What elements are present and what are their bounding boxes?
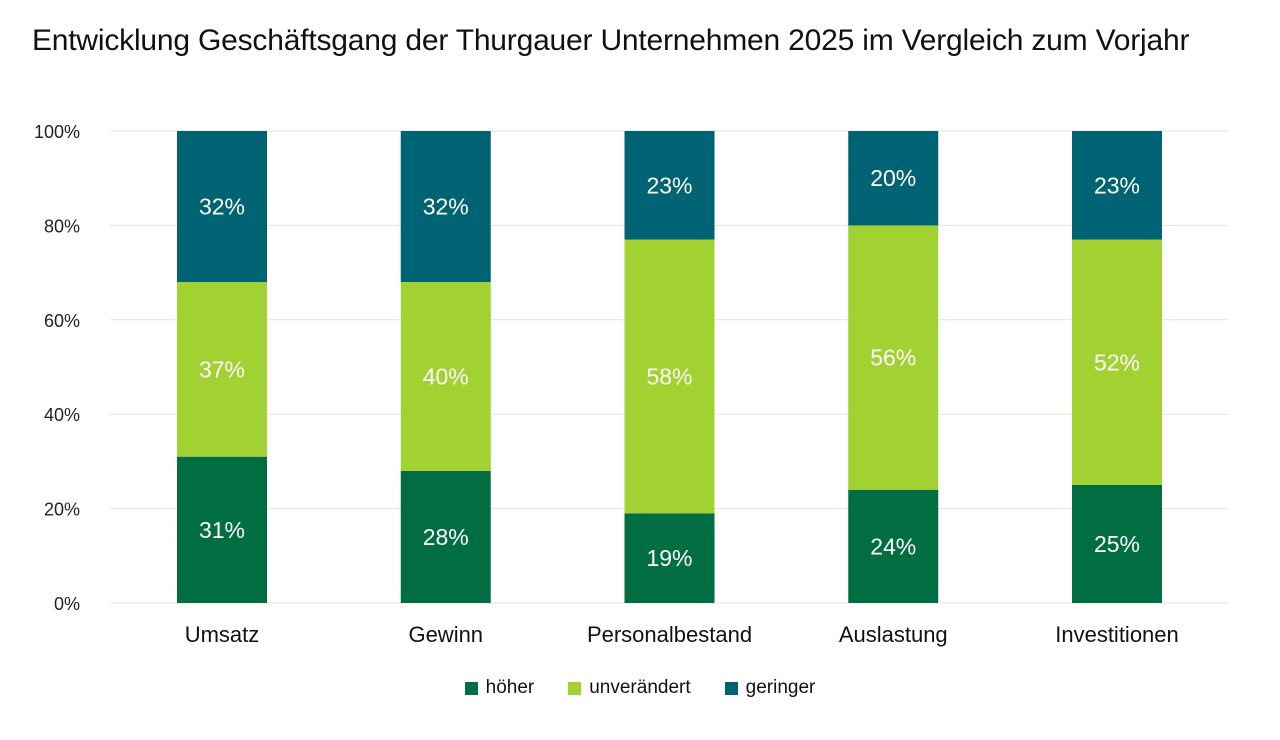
data-label: 32% (199, 194, 245, 220)
legend-label: unverändert (589, 677, 691, 698)
y-axis-ticks: 0% 20% 40% 60% 80% 100% (34, 122, 80, 614)
bar-segment (177, 131, 267, 283)
data-label: 32% (423, 194, 469, 220)
legend: höher unverändert geringer (0, 677, 1280, 699)
y-tick-label: 0% (54, 594, 80, 614)
legend-label: höher (485, 677, 535, 698)
legend-swatch (464, 681, 478, 695)
y-tick-label: 20% (44, 500, 80, 520)
legend-swatch (568, 681, 582, 695)
x-tick-label: Gewinn (408, 622, 483, 647)
bar-segment (1072, 239, 1162, 485)
bar-segment (1072, 485, 1162, 603)
data-label: 37% (199, 356, 245, 382)
bar-segment (400, 131, 491, 283)
bar-segment (624, 131, 715, 240)
bar-segment (400, 470, 491, 603)
data-label: 19% (646, 545, 692, 571)
bar-segment (177, 456, 267, 603)
legend-item: höher (464, 677, 535, 699)
data-label: 20% (870, 165, 916, 191)
bars (177, 131, 1162, 603)
data-label: 28% (423, 524, 469, 550)
bar-segment (177, 282, 267, 457)
y-tick-label: 60% (44, 311, 80, 331)
chart-title: Entwicklung Geschäftsgang der Thurgauer … (32, 24, 1190, 57)
bar-segment (400, 282, 491, 471)
x-tick-label: Personalbestand (587, 622, 752, 647)
data-label: 23% (646, 172, 692, 198)
data-labels: 31% 37% 32% 28% 40% 32% 19% 58% 23% 24% 56% 20% 25% 5… (199, 165, 1140, 571)
bar-segment (848, 489, 939, 603)
x-tick-label: Auslastung (839, 622, 948, 647)
x-tick-label: Investitionen (1055, 622, 1179, 647)
data-label: 24% (870, 533, 916, 559)
bar-segment (1072, 131, 1162, 240)
legend-item: unverändert (568, 677, 691, 699)
data-label: 58% (646, 363, 692, 389)
y-tick-label: 100% (34, 122, 80, 142)
bar-segment (848, 131, 939, 226)
legend-item: geringer (724, 677, 816, 699)
bar-segment (848, 225, 939, 490)
x-tick-label: Umsatz (185, 622, 260, 647)
legend-swatch (724, 681, 738, 695)
data-label: 25% (1094, 531, 1140, 557)
bar-segment (624, 239, 715, 514)
data-label: 31% (199, 517, 245, 543)
y-tick-label: 80% (44, 216, 80, 236)
data-label: 56% (870, 345, 916, 371)
data-label: 52% (1094, 349, 1140, 375)
data-label: 23% (1094, 172, 1140, 198)
bar-segment (624, 513, 715, 603)
x-axis-ticks: Umsatz Gewinn Personalbestand Auslastung Inv… (185, 622, 1179, 647)
legend-label: geringer (745, 677, 816, 698)
y-tick-label: 40% (44, 405, 80, 425)
data-label: 40% (423, 363, 469, 389)
